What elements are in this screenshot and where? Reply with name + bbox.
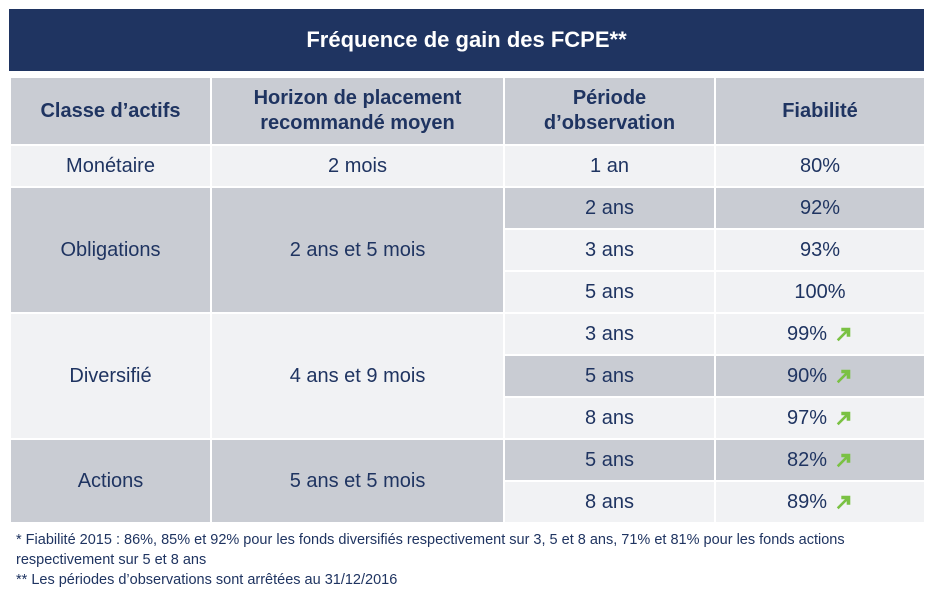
table-row: 8 ans 89%	[10, 480, 926, 524]
fiabilite-value-wrap: 80%	[800, 155, 840, 178]
horizon-cell: 5 ans et 5 mois	[210, 438, 505, 524]
fiabilite-value-wrap: 90%	[787, 365, 853, 388]
fiabilite-value-wrap: 82%	[787, 449, 853, 472]
table-row: 8 ans 97%	[10, 396, 926, 440]
table-row: Actions 5 ans et 5 mois 5 ans 82%	[9, 438, 926, 524]
fiabilite-value: 82%	[786, 448, 828, 471]
fiabilite-cell: 99%	[714, 312, 926, 356]
arrow-up-right-icon	[836, 411, 851, 426]
fiabilite-value: 99%	[786, 322, 828, 345]
header-row: Classe d’actifs Horizon de placement rec…	[9, 76, 926, 146]
fiabilite-cell: 100%	[714, 270, 926, 314]
table-row: Obligations 2 ans et 5 mois 2 ans 92%	[9, 186, 926, 314]
periode-cell: 1 an	[503, 144, 716, 188]
periode-cell: 5 ans	[503, 354, 716, 398]
fiabilite-value: 97%	[786, 406, 828, 429]
fiabilite-cell: 90%	[714, 354, 926, 398]
fiabilite-value: 100%	[794, 280, 846, 303]
classe-cell: Monétaire	[9, 144, 212, 188]
arrow-up-right-icon	[836, 453, 851, 468]
arrow-up-right-icon	[836, 327, 851, 342]
fiabilite-value: 89%	[786, 490, 828, 513]
table-row: 3 ans 93%	[10, 228, 926, 272]
footnote-2: ** Les périodes d’observations sont arrê…	[16, 572, 398, 588]
classe-cell: Obligations	[9, 186, 212, 314]
header-horizon: Horizon de placement recommandé moyen	[210, 76, 505, 146]
arrow-up-right-icon	[836, 495, 851, 510]
footnotes: * Fiabilité 2015 : 86%, 85% et 92% pour …	[16, 530, 916, 590]
fiabilite-cell: 80%	[714, 144, 926, 188]
horizon-cell: 2 ans et 5 mois	[210, 186, 505, 314]
fiabilite-cell: 97%	[714, 396, 926, 440]
fiabilite-value-wrap: 93%	[800, 239, 840, 262]
footnote-1: * Fiabilité 2015 : 86%, 85% et 92% pour …	[16, 532, 845, 568]
fiabilite-value-wrap: 97%	[787, 407, 853, 430]
fiabilite-cell: 89%	[714, 480, 926, 524]
fiabilite-value-wrap: 100%	[794, 281, 845, 304]
fiabilite-value: 90%	[786, 364, 828, 387]
fiabilite-value: 80%	[799, 154, 841, 177]
fiabilite-cell: 93%	[714, 228, 926, 272]
table-title: Fréquence de gain des FCPE**	[9, 9, 924, 71]
periode-cell: 3 ans	[503, 312, 716, 356]
horizon-cell: 2 mois	[210, 144, 505, 188]
classe-cell: Diversifié	[9, 312, 212, 440]
fiabilite-value-wrap: 92%	[800, 197, 840, 220]
header-fiabilite: Fiabilité	[714, 76, 926, 146]
periode-cell: 8 ans	[503, 480, 716, 524]
arrow-up-right-icon	[836, 369, 851, 384]
table-row: Diversifié 4 ans et 9 mois 3 ans 99%	[9, 312, 926, 440]
table-row: 5 ans 100%	[10, 270, 926, 314]
periode-cell: 5 ans	[503, 270, 716, 314]
periode-cell: 2 ans	[503, 186, 716, 230]
fcpe-table: Classe d’actifs Horizon de placement rec…	[9, 76, 926, 524]
fiabilite-value: 92%	[799, 196, 841, 219]
periode-cell: 8 ans	[503, 396, 716, 440]
fiabilite-value-wrap: 89%	[787, 491, 853, 514]
table-row: Monétaire 2 mois 1 an 80%	[9, 144, 926, 188]
periode-cell: 5 ans	[503, 438, 716, 482]
fiabilite-cell: 82%	[714, 438, 926, 482]
fiabilite-value: 93%	[799, 238, 841, 261]
header-classe: Classe d’actifs	[9, 76, 212, 146]
fiabilite-cell: 92%	[714, 186, 926, 230]
header-periode: Période d’observation	[503, 76, 716, 146]
table-row: 5 ans 90%	[10, 354, 926, 398]
fiabilite-value-wrap: 99%	[787, 323, 853, 346]
classe-cell: Actions	[9, 438, 212, 524]
periode-cell: 3 ans	[503, 228, 716, 272]
horizon-cell: 4 ans et 9 mois	[210, 312, 505, 440]
